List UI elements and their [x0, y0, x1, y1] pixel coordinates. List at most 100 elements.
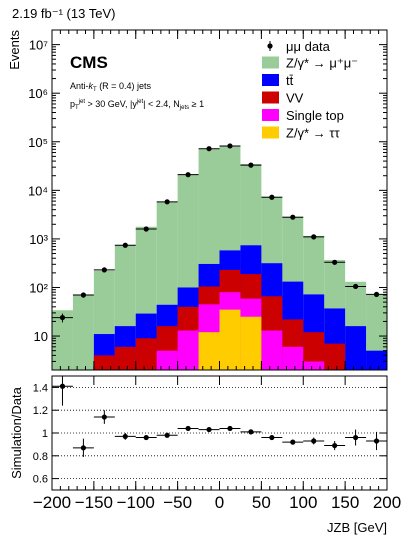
bar-single_top-6 [177, 330, 199, 370]
ratio-point-6 [185, 425, 191, 432]
ratio-point-4 [143, 434, 149, 441]
ratio-y-tick-label-0: 0.6 [33, 474, 48, 486]
bar-dy_tautau-9 [240, 316, 262, 370]
ratio-gridlines [52, 386, 387, 480]
data-point-15 [373, 291, 380, 298]
data-point-14 [352, 283, 359, 290]
cms-logo-text: CMS [70, 53, 108, 72]
bar-vv-12 [303, 332, 325, 370]
data-point-4 [143, 226, 149, 232]
x-tick-label-2: −100 [117, 493, 155, 512]
ratio-point-3 [122, 433, 128, 440]
y-tick-label-0: 10 [34, 329, 48, 344]
ratio-point-2 [101, 414, 107, 420]
data-point-2 [101, 267, 107, 273]
ratio-point-8 [227, 425, 233, 432]
legend: μμ data Z/γ* → μ⁺μ⁻ tt̄ VV Single top Z/γ* → … [262, 39, 358, 141]
data-point-8 [227, 143, 233, 149]
ratio-y-axis-label: Simulation/Data [9, 386, 24, 479]
legend-swatch-dy_mumu [262, 56, 279, 69]
bar-dy_tautau-8 [219, 309, 241, 370]
x-tick-label-7: 150 [331, 493, 359, 512]
x-axis-label: JZB [GeV] [327, 520, 387, 535]
bar-dy_mumu-1 [72, 294, 94, 370]
ratio-point-14 [352, 434, 359, 441]
legend-swatch-ttbar [262, 74, 279, 86]
data-points [52, 143, 387, 323]
data-point-12 [311, 234, 317, 240]
ratio-points [52, 376, 387, 457]
bar-vv-3 [114, 346, 136, 370]
ratio-point-11 [290, 439, 296, 445]
bar-vv-4 [135, 338, 157, 370]
x-tick-label-0: −200 [33, 493, 71, 512]
x-tick-label-8: 200 [373, 493, 401, 512]
legend-swatch-vv [262, 91, 279, 104]
main-x-ticks [51, 30, 388, 370]
ratio-y-tick-label-1: 0.8 [33, 451, 48, 463]
x-tick-label-3: −50 [163, 493, 192, 512]
ratio-point-1 [80, 445, 87, 451]
ratio-y-tick-label-4: 1.4 [33, 382, 48, 394]
ratio-y-axis: 0.6 0.8 1 1.2 1.4 [33, 382, 387, 486]
luminosity-label: 2.19 fb⁻¹ (13 TeV) [12, 6, 115, 21]
legend-label-vv: VV [286, 91, 304, 106]
data-point-13 [332, 259, 338, 265]
x-tick-label-1: −150 [75, 493, 113, 512]
main-y-axis-label: Events [7, 30, 22, 70]
y-tick-label-3: 10⁴ [28, 183, 48, 198]
ratio-y-tick-label-3: 1.2 [33, 405, 48, 417]
legend-label-dy_mumu: Z/γ* → μ⁺μ⁻ [286, 56, 358, 71]
x-tick-label-6: 100 [289, 493, 317, 512]
legend-label-ttbar: tt̄ [286, 73, 294, 88]
legend-label-dy_tautau: Z/γ* → ττ [286, 126, 340, 141]
data-point-11 [290, 214, 296, 220]
ratio-point-0 [59, 383, 66, 389]
main-y-axis: 10 10² 10³ 10⁴ 10⁵ 10⁶ 10⁷ [28, 29, 387, 371]
bar-vv-2 [93, 355, 115, 370]
legend-swatch-dy_tautau [262, 126, 279, 139]
ratio-point-10 [269, 434, 275, 441]
data-point-1 [80, 292, 87, 298]
y-tick-label-6: 10⁷ [29, 38, 48, 53]
y-tick-label-5: 10⁶ [28, 86, 48, 101]
ratio-point-13 [332, 442, 338, 449]
bar-single_top-5 [156, 350, 178, 370]
data-point-7 [206, 146, 212, 152]
data-point-9 [248, 162, 254, 168]
x-tick-label-4: 0 [215, 493, 224, 512]
legend-label-single_top: Single top [286, 108, 344, 123]
ratio-y-tick-label-2: 1 [42, 428, 48, 440]
bar-dy_mumu-0 [52, 310, 73, 370]
data-point-10 [269, 194, 275, 200]
data-point-5 [164, 199, 170, 205]
selection-label: pTjet > 30 GeV, |yjet| < 2.4, Njets ≥ 1 [70, 99, 204, 111]
ratio-point-12 [311, 438, 317, 444]
stacked-bars [52, 146, 387, 370]
jet-algorithm-label: Anti-kT (R = 0.4) jets [70, 81, 151, 93]
bar-ttbar-15 [366, 350, 387, 370]
bar-dy_tautau-7 [198, 332, 220, 370]
legend-swatch-single_top [262, 109, 279, 121]
data-point-6 [185, 172, 191, 178]
bar-single_top-10 [261, 330, 283, 370]
bar-ttbar-14 [345, 326, 367, 370]
legend-label-data: μμ data [286, 39, 331, 54]
main-histogram-panel: 10 10² 10³ 10⁴ 10⁵ 10⁶ 10⁷ Events CMS Anti-kT … [7, 29, 388, 371]
y-tick-label-4: 10⁵ [28, 135, 48, 150]
y-tick-label-2: 10³ [29, 232, 48, 247]
bar-single_top-11 [282, 346, 304, 370]
ratio-point-5 [164, 432, 170, 438]
ratio-frame [51, 375, 388, 491]
bar-single_top-12 [303, 361, 325, 370]
ratio-point-9 [248, 429, 254, 435]
x-tick-label-5: 50 [252, 493, 271, 512]
ratio-point-15 [373, 438, 380, 444]
y-tick-label-1: 10² [29, 280, 48, 295]
data-point-3 [122, 242, 128, 248]
ratio-panel: 0.6 0.8 1 1.2 1.4 −200 −150 −100 −50 0 50 100 150 20… [9, 375, 401, 535]
bar-vv-13 [324, 343, 346, 370]
ratio-point-7 [206, 426, 212, 433]
data-point-0 [59, 314, 66, 321]
